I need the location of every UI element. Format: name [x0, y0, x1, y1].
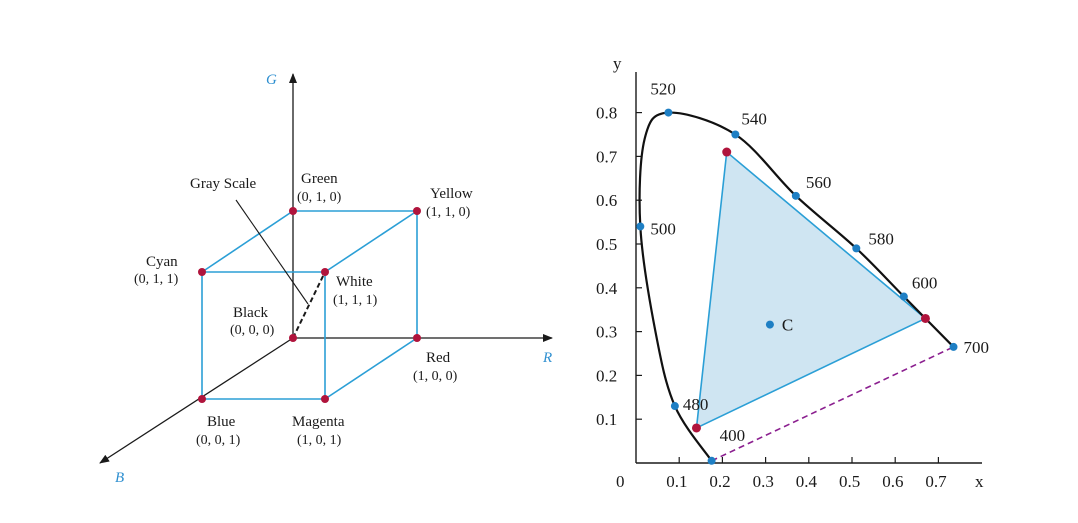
x-tick-label: 0.4 [796, 472, 818, 491]
primary-blue [691, 423, 701, 433]
y-tick-label: 0.8 [596, 104, 617, 123]
cube-edges [201, 210, 418, 400]
vertex-yellow [413, 207, 421, 215]
vertex-blue [198, 395, 206, 403]
gray-scale-label: Gray Scale [190, 176, 257, 192]
red-label: Red [426, 350, 451, 366]
wavelength-point-580 [852, 244, 861, 253]
blue-coord: (0, 0, 1) [196, 433, 241, 448]
magenta-coord: (1, 0, 1) [297, 433, 342, 448]
wavelength-label-520: 520 [650, 80, 676, 99]
y-tick-label: 0.3 [596, 323, 617, 342]
vertex-green [289, 207, 297, 215]
primary-markers [691, 147, 930, 433]
white-label: White [336, 274, 373, 290]
r-axis-label: R [542, 350, 552, 366]
b-axis [99, 337, 294, 464]
green-label: Green [301, 171, 338, 187]
y-axis-label: y [613, 54, 622, 73]
vertex-red [413, 334, 421, 342]
g-axis-label: G [266, 72, 277, 88]
x-axis-ticks: 0.1 0.2 0.3 0.4 0.5 0.6 0.7 [666, 457, 947, 491]
y-tick-label: 0.4 [596, 279, 618, 298]
rgb-cube-diagram: G R B Gray Scale Green (0, 1, 0) Yellow … [99, 72, 553, 486]
yellow-coord: (1, 1, 0) [426, 205, 471, 220]
cyan-label: Cyan [146, 254, 178, 270]
cube-vertices [198, 207, 421, 403]
y-tick-label: 0.1 [596, 410, 617, 429]
white-coord: (1, 1, 1) [333, 293, 378, 308]
primary-green [722, 147, 732, 157]
x-tick-label: 0.2 [709, 472, 730, 491]
gamut-triangle [695, 150, 927, 430]
green-coord: (0, 1, 0) [297, 190, 342, 205]
black-coord: (0, 0, 0) [230, 323, 275, 338]
wavelength-point-480 [670, 402, 679, 411]
y-tick-label: 0.6 [596, 191, 617, 210]
x-axis-label: x [975, 472, 984, 491]
wavelength-point-700 [949, 342, 958, 351]
x-tick-label: 0.6 [882, 472, 903, 491]
wavelength-label-400: 400 [720, 426, 746, 445]
wavelength-label-600: 600 [912, 274, 938, 293]
white-point-marker [765, 320, 774, 329]
red-coord: (1, 0, 0) [413, 369, 458, 384]
y-tick-label: 0.7 [596, 147, 618, 166]
wavelength-point-560 [791, 191, 800, 200]
vertex-cyan [198, 268, 206, 276]
vertex-magenta [321, 395, 329, 403]
wavelength-point-400 [707, 456, 716, 465]
wavelength-label-480: 480 [683, 395, 709, 414]
x-tick-label: 0.7 [925, 472, 947, 491]
wavelength-label-500: 500 [650, 219, 676, 238]
edge-red-magenta [324, 337, 418, 400]
wavelength-markers: 400 480 500 520 540 560 580 600 700 [636, 80, 989, 465]
wavelength-label-580: 580 [868, 229, 894, 248]
vertex-white [321, 268, 329, 276]
b-axis-label: B [115, 470, 124, 486]
wavelength-label-540: 540 [741, 110, 767, 129]
y-axis-ticks: 0.1 0.2 0.3 0.4 0.5 0.6 0.7 0.8 [596, 104, 642, 429]
origin-label: 0 [616, 472, 625, 491]
x-tick-label: 0.3 [753, 472, 774, 491]
blue-label: Blue [207, 414, 236, 430]
magenta-label: Magenta [292, 414, 345, 430]
wavelength-point-520 [664, 108, 673, 117]
chromaticity-diagram: 0.1 0.2 0.3 0.4 0.5 0.6 0.7 0.1 0.2 0.3 0.4 0.5 0.6… [596, 54, 989, 491]
wavelength-point-500 [636, 222, 645, 231]
wavelength-label-560: 560 [806, 173, 832, 192]
primary-red [920, 313, 930, 323]
edge-green-cyan [201, 210, 294, 273]
cyan-coord: (0, 1, 1) [134, 272, 179, 287]
x-tick-label: 0.1 [666, 472, 687, 491]
gray-scale-diagonal [292, 271, 326, 339]
white-point-label: C [782, 316, 793, 335]
yellow-label: Yellow [430, 186, 473, 202]
x-tick-label: 0.5 [839, 472, 860, 491]
wavelength-point-600 [899, 292, 908, 301]
edge-yellow-white [324, 210, 418, 273]
wavelength-label-700: 700 [964, 338, 990, 357]
y-tick-label: 0.2 [596, 366, 617, 385]
vertex-black [289, 334, 297, 342]
black-label: Black [233, 305, 268, 321]
wavelength-point-540 [731, 130, 740, 139]
line-of-purples [711, 346, 954, 462]
y-tick-label: 0.5 [596, 235, 617, 254]
gray-scale-pointer [235, 199, 309, 305]
